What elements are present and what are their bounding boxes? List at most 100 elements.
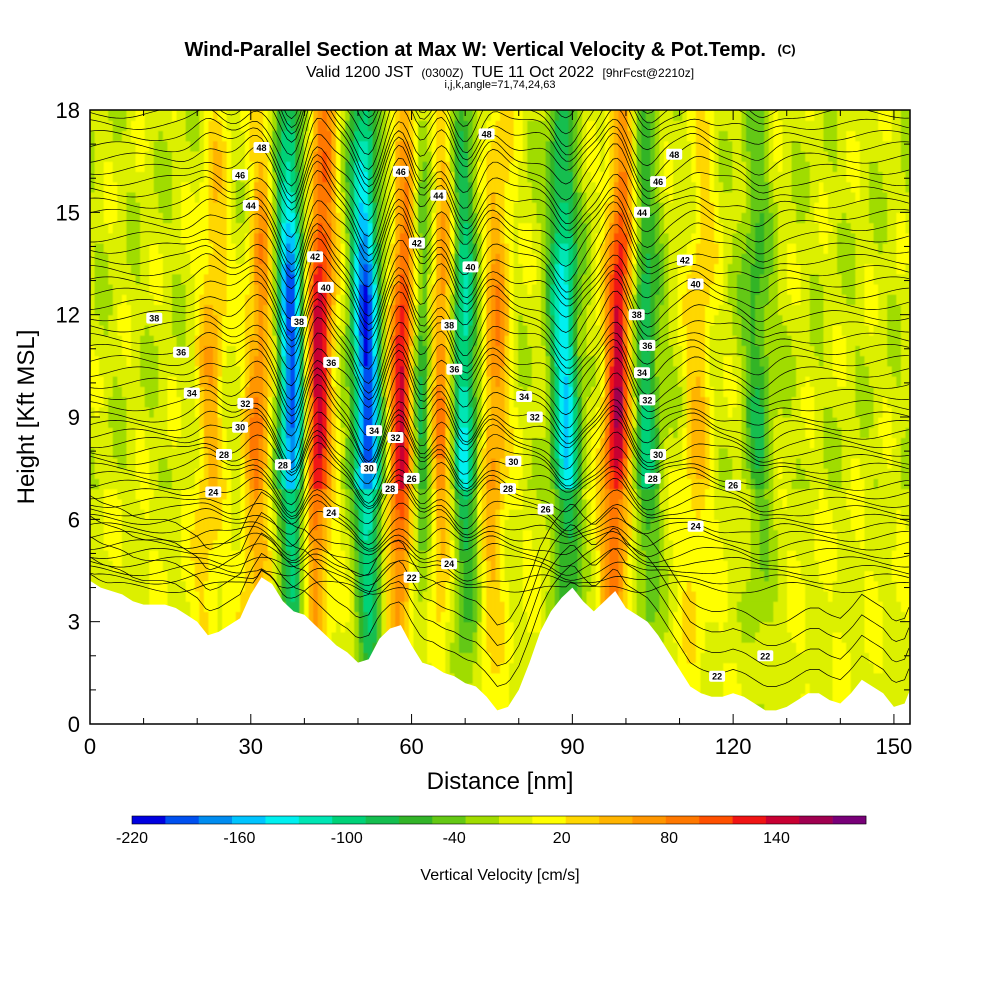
isentrope-line: [90, 110, 909, 181]
contour-label-box: [232, 169, 249, 181]
contour-label: 22: [403, 571, 420, 583]
colorbar-swatch: [699, 816, 733, 824]
contour-label-box: [709, 670, 726, 682]
contour-label-text: 42: [680, 256, 690, 266]
contour-label-box: [403, 571, 420, 583]
contour-label-box: [650, 176, 667, 188]
colorbar-swatch: [465, 816, 500, 824]
contour-label-text: 28: [503, 484, 513, 494]
contour-label-text: 28: [219, 450, 229, 460]
contour-label-text: 26: [541, 505, 551, 515]
isentrope-line: [90, 339, 909, 411]
isentrope-line: [90, 570, 909, 599]
contour-label-box: [462, 261, 479, 273]
colorbar-swatch: [332, 816, 366, 824]
colorbar-tick-label: -160: [223, 830, 255, 847]
isentrope-line: [90, 117, 909, 188]
contour-label-text: 38: [632, 310, 642, 320]
contour-label: 44: [430, 189, 447, 201]
chart-subtitle: Valid 1200 JST (0300Z) TUE 11 Oct 2022 […: [306, 64, 694, 81]
y-tick-label: 18: [56, 98, 80, 123]
contour-label-box: [634, 367, 650, 379]
colorbar-frame: [131, 815, 867, 825]
contour-label: 28: [382, 483, 399, 495]
contour-label-box: [360, 462, 377, 474]
colorbar-tick-label: -220: [116, 830, 148, 847]
contour-label: 46: [650, 176, 667, 188]
colorbar-swatch: [665, 816, 700, 824]
contour-label-box: [387, 432, 404, 443]
isentrope-line-low: [90, 532, 910, 667]
x-tick-label: 120: [715, 734, 752, 759]
isentrope-line: [90, 305, 909, 384]
colorbar-swatch: [832, 816, 867, 824]
contour-label-text: 46: [653, 177, 663, 187]
contour-label: 22: [757, 650, 774, 662]
colorbar-swatch: [799, 816, 833, 824]
contour-label-text: 38: [444, 320, 454, 330]
isentrope-line: [90, 278, 909, 354]
isentrope-line: [90, 237, 909, 317]
contour-label-box: [650, 449, 667, 460]
isentrope-line: [90, 383, 909, 463]
contour-label: 26: [725, 479, 742, 491]
colorbar-swatch: [765, 816, 800, 824]
contour-label: 24: [323, 507, 340, 518]
contour-label: 22: [709, 670, 726, 682]
contour-label-text: 30: [508, 457, 518, 467]
chart-title: Wind-Parallel Section at Max W: Vertical…: [184, 39, 795, 61]
contour-label: 30: [360, 462, 377, 474]
contour-label-box: [634, 206, 650, 218]
x-tick-label: 0: [84, 734, 96, 759]
isentrope-line: [90, 143, 909, 221]
isentrope-line: [90, 250, 909, 326]
isentrope-line: [90, 263, 909, 333]
contour-label-text: 34: [637, 368, 647, 378]
contour-label-text: 28: [385, 484, 395, 494]
contour-label-box: [446, 363, 463, 375]
contour-label-text: 32: [390, 433, 400, 443]
isentrope-line: [90, 169, 909, 249]
colorbar-swatch: [265, 816, 300, 824]
isentrope-line: [90, 531, 909, 561]
contour-label-box: [216, 449, 232, 460]
isentrope-line: [90, 470, 909, 517]
contour-label-box: [687, 278, 704, 290]
contour-label: 38: [146, 312, 163, 324]
colorbar-tick-label: -100: [331, 830, 363, 847]
contour-label-text: 42: [310, 252, 320, 262]
isentrope-line: [90, 547, 909, 576]
contour-label: 28: [216, 449, 232, 460]
contour-label: 44: [242, 200, 259, 211]
isentrope-line: [90, 210, 909, 288]
contour-label-box: [274, 459, 291, 471]
contour-label: 34: [634, 367, 650, 379]
contour-label-box: [232, 421, 249, 433]
isentrope-line: [90, 441, 909, 504]
contour-label: 48: [478, 128, 495, 140]
isentrope-line-low: [90, 491, 910, 626]
contour-label-text: 40: [691, 280, 701, 290]
contour-label-box: [183, 387, 200, 399]
isentrope-line: [90, 524, 909, 557]
contour-label-text: 34: [369, 426, 379, 436]
contour-label-text: 22: [760, 651, 770, 661]
colorbar-swatch: [632, 816, 667, 824]
isentrope-line: [90, 317, 909, 394]
contour-label: 24: [205, 486, 222, 498]
colorbar-swatch: [732, 816, 767, 824]
contour-label-text: 44: [637, 208, 647, 218]
contour-label-text: 26: [407, 474, 417, 484]
isentrope-line: [90, 224, 909, 304]
contour-label-box: [323, 507, 340, 518]
contour-label-text: 46: [396, 167, 406, 177]
x-tick-label: 60: [399, 734, 423, 759]
x-tick-label: 30: [239, 734, 263, 759]
contour-label-box: [146, 312, 163, 324]
contour-label-box: [408, 237, 425, 249]
isentrope-line: [90, 0, 909, 72]
contour-label-text: 36: [449, 365, 459, 375]
contour-label-box: [237, 397, 254, 409]
contour-label-text: 22: [712, 672, 722, 682]
colorbar-swatch: [599, 816, 633, 824]
